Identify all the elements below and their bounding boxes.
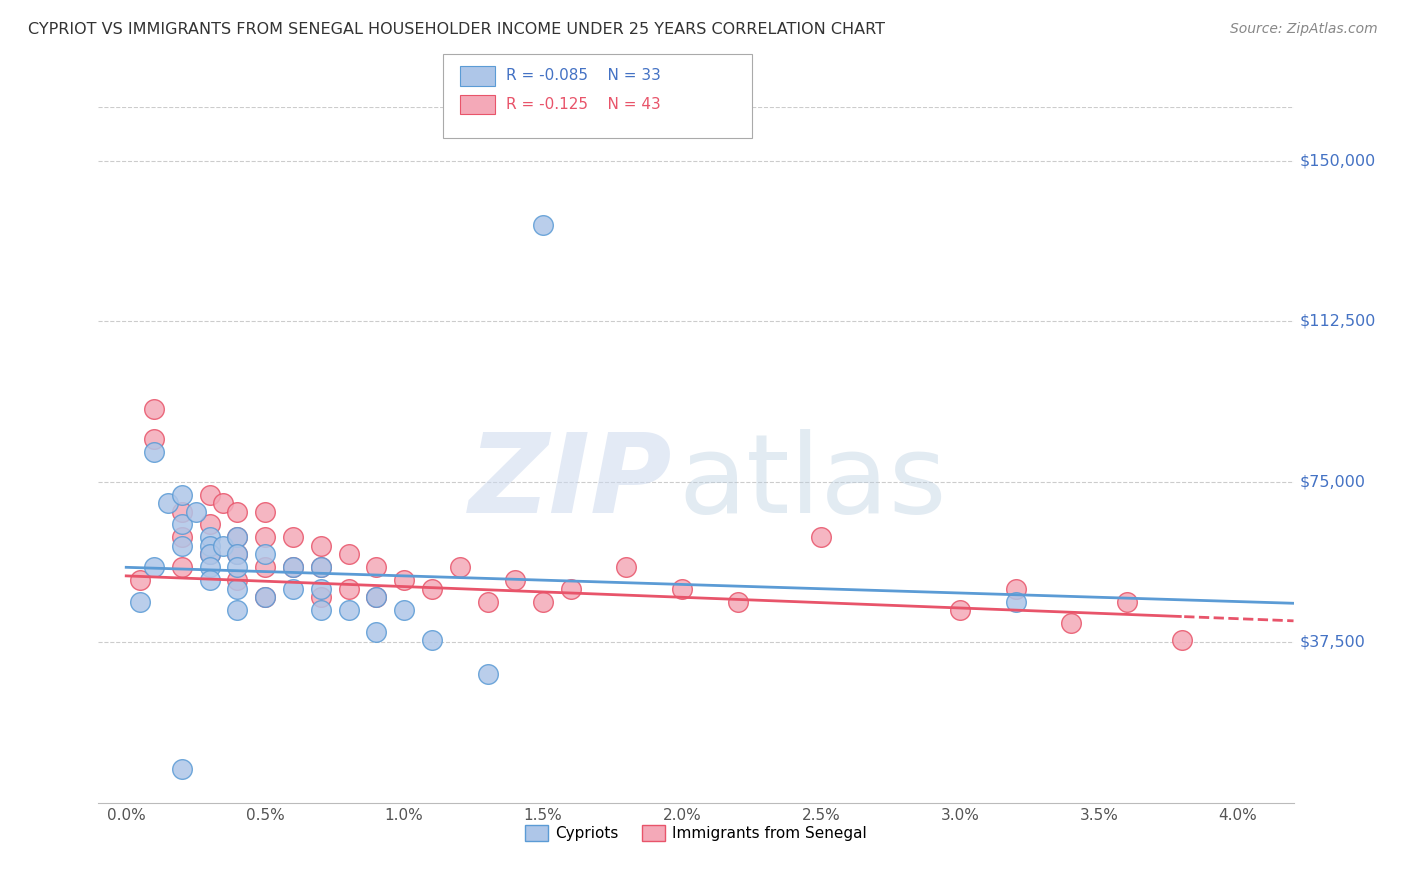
Point <box>560 582 582 596</box>
Point <box>226 505 249 519</box>
Text: Source: ZipAtlas.com: Source: ZipAtlas.com <box>1230 22 1378 37</box>
Text: $150,000: $150,000 <box>1299 153 1375 168</box>
Point <box>337 582 360 596</box>
Point <box>309 560 332 574</box>
Point <box>254 591 277 605</box>
Point <box>727 594 749 608</box>
Point <box>198 560 221 574</box>
Point <box>949 603 972 617</box>
Point <box>198 487 221 501</box>
Point <box>226 573 249 587</box>
Point <box>309 591 332 605</box>
Point <box>170 539 193 553</box>
Text: $112,500: $112,500 <box>1299 314 1376 328</box>
Point <box>309 582 332 596</box>
Point <box>337 548 360 562</box>
Point <box>226 560 249 574</box>
Point <box>477 667 499 681</box>
Point <box>366 591 388 605</box>
Point <box>143 401 166 416</box>
Point <box>198 573 221 587</box>
Point <box>1004 594 1026 608</box>
Point <box>170 487 193 501</box>
Point <box>184 505 207 519</box>
Point <box>1171 633 1194 648</box>
Text: $75,000: $75,000 <box>1299 475 1365 489</box>
Point <box>143 432 166 446</box>
Point <box>170 505 193 519</box>
Point <box>212 539 235 553</box>
Text: atlas: atlas <box>678 429 946 536</box>
Point <box>226 548 249 562</box>
Point <box>309 560 332 574</box>
Point <box>129 594 152 608</box>
Point <box>1060 615 1083 630</box>
Point <box>366 560 388 574</box>
Point <box>366 591 388 605</box>
Point <box>309 539 332 553</box>
Point <box>226 582 249 596</box>
Point <box>309 603 332 617</box>
Point <box>420 633 443 648</box>
Point <box>129 573 152 587</box>
Point <box>254 560 277 574</box>
Legend: Cypriots, Immigrants from Senegal: Cypriots, Immigrants from Senegal <box>519 819 873 847</box>
Text: CYPRIOT VS IMMIGRANTS FROM SENEGAL HOUSEHOLDER INCOME UNDER 25 YEARS CORRELATION: CYPRIOT VS IMMIGRANTS FROM SENEGAL HOUSE… <box>28 22 886 37</box>
Point <box>226 530 249 544</box>
Point <box>254 505 277 519</box>
Text: R = -0.085    N = 33: R = -0.085 N = 33 <box>506 69 661 83</box>
Point <box>254 530 277 544</box>
Text: $37,500: $37,500 <box>1299 635 1365 649</box>
Point <box>1004 582 1026 596</box>
Point <box>156 496 179 510</box>
Point <box>281 560 304 574</box>
Point <box>226 530 249 544</box>
Point <box>226 603 249 617</box>
Point <box>671 582 693 596</box>
Point <box>1115 594 1137 608</box>
Point <box>143 444 166 458</box>
Point <box>366 624 388 639</box>
Point <box>170 560 193 574</box>
Point <box>420 582 443 596</box>
Point <box>531 594 554 608</box>
Point <box>281 530 304 544</box>
Point <box>226 548 249 562</box>
Point <box>254 591 277 605</box>
Point <box>198 517 221 532</box>
Point <box>212 496 235 510</box>
Point <box>281 582 304 596</box>
Point <box>616 560 638 574</box>
Point <box>281 560 304 574</box>
Text: ZIP: ZIP <box>468 429 672 536</box>
Point <box>198 548 221 562</box>
Point <box>198 548 221 562</box>
Point <box>505 573 527 587</box>
Point <box>531 218 554 232</box>
Point <box>198 539 221 553</box>
Point <box>198 530 221 544</box>
Point <box>392 603 415 617</box>
Text: R = -0.125    N = 43: R = -0.125 N = 43 <box>506 97 661 112</box>
Point <box>392 573 415 587</box>
Point <box>170 530 193 544</box>
Point <box>143 560 166 574</box>
Point <box>449 560 471 574</box>
Point <box>254 548 277 562</box>
Point <box>810 530 832 544</box>
Point <box>337 603 360 617</box>
Point <box>170 762 193 776</box>
Point <box>477 594 499 608</box>
Point <box>170 517 193 532</box>
